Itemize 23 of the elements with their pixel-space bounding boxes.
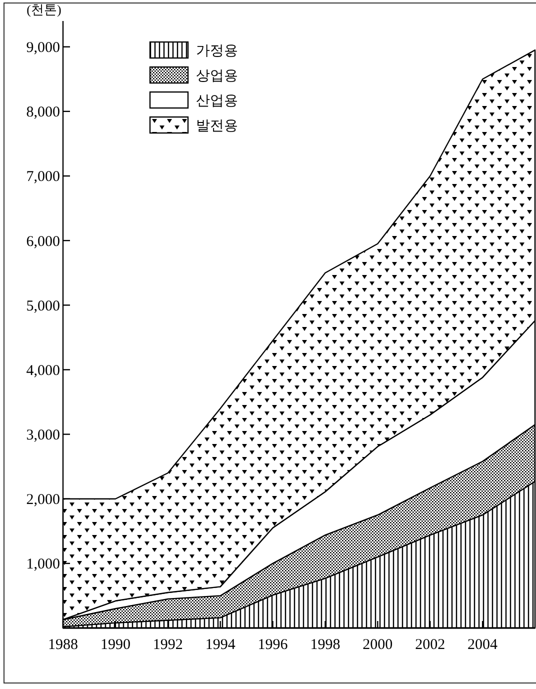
x-tick-label: 1996: [258, 637, 288, 653]
x-tick-label: 1994: [205, 637, 236, 653]
legend-label: 발전용: [196, 118, 238, 134]
y-tick-label: 3,000: [26, 428, 60, 444]
legend-label: 산업용: [196, 94, 238, 109]
y-tick-label: 4,000: [26, 362, 60, 379]
x-tick-label: 1990: [100, 637, 130, 653]
x-tick-label: 2002: [415, 637, 446, 653]
y-tick-label: 6,000: [26, 234, 60, 250]
x-tick-label: 1998: [310, 637, 340, 653]
y-tick-label: 5,000: [26, 298, 60, 314]
x-tick-label: 2004: [468, 637, 498, 653]
y-tick-label: 8,000: [26, 104, 60, 121]
x-tick-label: 2000: [362, 637, 393, 653]
legend-label: 상업용: [196, 68, 238, 84]
y-axis-title: (천톤): [26, 2, 62, 17]
y-tick-label: 1,000: [26, 556, 60, 573]
x-tick-label: 1992: [152, 637, 183, 653]
x-tick-label: 1988: [48, 637, 78, 653]
y-tick-label: 2,000: [26, 492, 60, 508]
legend-label: 가정용: [196, 44, 238, 59]
y-tick-label: 7,000: [26, 169, 60, 186]
y-tick-label: 9,000: [26, 40, 60, 56]
